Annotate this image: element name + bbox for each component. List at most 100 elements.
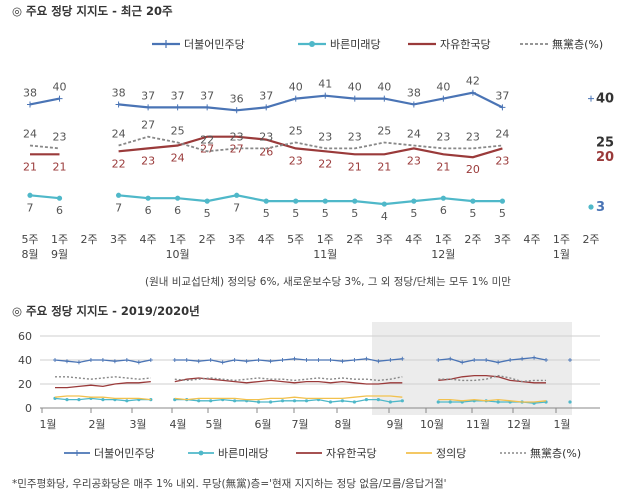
series2-point: [53, 358, 57, 362]
series1-point: [588, 95, 594, 102]
series2-point: [124, 358, 129, 362]
series1-label: 7: [115, 201, 122, 214]
series2-point: [292, 356, 297, 361]
series2-point: [77, 398, 81, 402]
series2-point: [316, 358, 321, 362]
series1-point: [263, 104, 270, 111]
series1-label: 22: [200, 133, 214, 146]
series1-label: 42: [466, 75, 480, 88]
legend2-label-3: 정의당: [436, 447, 466, 460]
series1-label: 5: [351, 207, 358, 220]
series1-point: [234, 192, 240, 198]
series1-label: 26: [259, 146, 273, 159]
series1-label: 5: [469, 207, 476, 220]
series2-point: [352, 358, 357, 362]
x1-tick-label: 2주: [464, 233, 481, 246]
series1-label: 37: [495, 89, 509, 102]
series2-point: [196, 359, 201, 364]
x1-tick-label: 1주: [435, 233, 452, 246]
series2-point: [508, 400, 512, 404]
series2-point: [257, 400, 261, 404]
x2-month-label: 6월: [254, 418, 271, 431]
series1-point: [588, 204, 594, 210]
series2-point: [113, 398, 117, 402]
series1-label: 23: [259, 130, 273, 143]
series1-point: [27, 101, 33, 108]
series2-point: [484, 358, 489, 362]
series1-label: 24: [407, 127, 421, 140]
series1-point: [145, 195, 151, 201]
series1-label: 23: [318, 130, 332, 143]
x1-month-label: 8월: [21, 248, 38, 261]
series1-point: [499, 104, 506, 111]
x2-month-label: 2월: [88, 418, 105, 431]
x2-month-label: 10월: [420, 418, 444, 431]
series2-point: [364, 356, 369, 361]
series1-point: [56, 95, 63, 102]
series1-label: 37: [259, 89, 273, 102]
series1-label: 40: [348, 81, 362, 94]
x1-month-label: 9월: [51, 248, 68, 261]
series1-label: 23: [436, 130, 450, 143]
legend2-marker-0: [74, 450, 80, 456]
x1-month-label: 11월: [313, 248, 337, 261]
series1-label: 4: [381, 210, 388, 223]
x2-month-label: 12월: [507, 418, 531, 431]
series1-point: [293, 198, 299, 204]
chart2-title: ◎ 주요 정당 지지도 - 2019/2020년: [12, 304, 200, 318]
series2-point: [496, 400, 500, 404]
series2-point: [544, 358, 549, 362]
series1-label: 5: [499, 207, 506, 220]
series1-point: [351, 95, 358, 102]
series1-label: 23: [495, 154, 509, 167]
series1-label: 40: [436, 81, 450, 94]
series2-point: [280, 399, 285, 403]
series2-point: [472, 358, 477, 362]
series2-point: [352, 400, 357, 404]
series1-point: [204, 104, 211, 111]
x2-month-label: 9월: [386, 418, 403, 431]
series2-point: [568, 400, 572, 404]
y2-tick-label: 40: [18, 354, 32, 367]
series2-point: [185, 398, 189, 402]
series1-label: 21: [436, 160, 450, 173]
series2-point: [268, 400, 273, 404]
series2-point: [136, 360, 141, 365]
series2-point: [508, 358, 513, 362]
x1-tick-label: 1주: [317, 233, 334, 246]
series1-label: 37: [200, 89, 214, 102]
series2-point: [316, 398, 321, 402]
series2-point: [220, 360, 225, 365]
series2-point: [328, 358, 333, 362]
series2-point: [376, 398, 380, 402]
series2-point: [328, 400, 333, 404]
x1-tick-label: 5주: [287, 233, 304, 246]
series2-point: [280, 358, 285, 362]
x2-month-label: 8월: [334, 418, 351, 431]
series2-point: [53, 396, 57, 400]
legend2-label-1: 바른미래당: [218, 447, 269, 460]
series1-label: 5: [322, 207, 329, 220]
series1-label: 6: [145, 204, 152, 217]
series2-point: [125, 399, 129, 403]
legend2-label-4: 無黨층(%): [530, 446, 581, 460]
y2-tick-label: 60: [18, 330, 32, 343]
x1-tick-label: 4주: [140, 233, 157, 246]
series2-point: [148, 358, 153, 362]
series2-point: [532, 355, 537, 360]
chart1-title: ◎ 주요 정당 지지도 - 최근 20주: [12, 4, 173, 18]
series2-point: [64, 359, 69, 364]
series2-point: [340, 399, 345, 403]
series2-point: [245, 399, 249, 403]
series1-label: 40: [289, 81, 303, 94]
series1-label: 24: [171, 151, 185, 164]
series2-point: [232, 358, 237, 362]
series1-label: 23: [466, 130, 480, 143]
legend2-label-2: 자유한국당: [326, 447, 377, 460]
chart1-footnote: (원내 비교섭단체) 정의당 6%, 새로운보수당 3%, 그 외 정당/단체는…: [145, 276, 511, 288]
series1-label: 21: [53, 160, 67, 173]
series1-label: 22: [112, 157, 126, 170]
series2-point: [221, 398, 225, 402]
series2-point: [173, 398, 177, 402]
x1-tick-label: 2주: [346, 233, 363, 246]
